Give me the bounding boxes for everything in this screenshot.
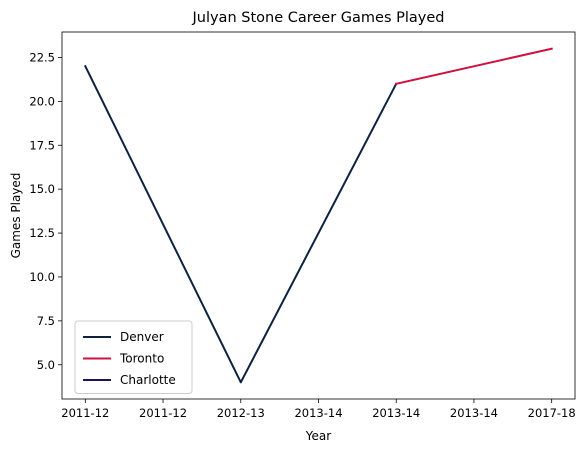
x-tick-label: 2013-14	[372, 406, 420, 420]
legend-label-denver: Denver	[120, 330, 164, 344]
y-tick-label: 22.5	[29, 50, 55, 64]
legend-frame	[74, 320, 193, 394]
y-tick-label: 17.5	[29, 138, 55, 152]
y-tick-label: 15.0	[29, 182, 55, 196]
y-tick-label: 12.5	[29, 226, 55, 240]
plot-area: 2011-12 2011-12 2012-13 2013-14 2013-14 2013-…	[29, 31, 576, 420]
y-tick-label: 20.0	[29, 94, 55, 108]
y-tick-label: 7.5	[37, 314, 55, 328]
x-tick-label: 2011-12	[61, 406, 109, 420]
y-tick-label: 10.0	[29, 270, 55, 284]
series-line-toronto	[395, 47, 553, 85]
chart-title: Julyan Stone Career Games Played	[191, 10, 444, 26]
x-tick-label: 2012-13	[217, 406, 265, 420]
legend-label-toronto: Toronto	[119, 352, 164, 366]
x-tick-label: 2013-14	[450, 406, 498, 420]
series-line-denver	[83, 64, 398, 384]
y-axis-label: Games Played	[9, 173, 23, 259]
y-tick-label: 5.0	[37, 358, 55, 372]
x-axis-label: Year	[305, 429, 331, 443]
x-tick-label: 2017-18	[528, 406, 576, 420]
legend-label-charlotte: Charlotte	[120, 373, 176, 387]
x-tick-label: 2011-12	[139, 406, 187, 420]
x-tick-label: 2013-14	[294, 406, 342, 420]
legend: Denver Toronto Charlotte	[74, 320, 193, 394]
